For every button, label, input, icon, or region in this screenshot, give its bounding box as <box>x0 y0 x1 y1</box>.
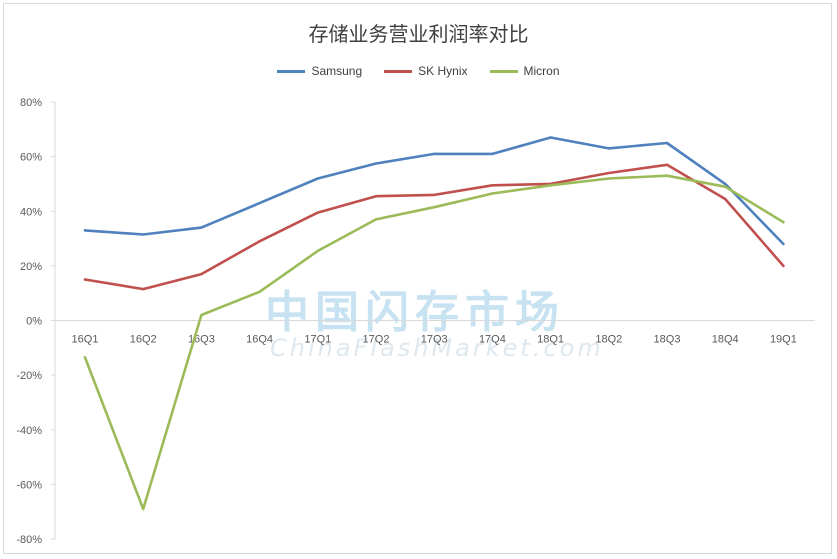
legend-item-micron: Micron <box>489 64 560 78</box>
data-point-micron <box>83 356 87 359</box>
legend-label-micron: Micron <box>523 64 560 78</box>
data-point-sk-hynix <box>316 211 319 214</box>
y-tick-label: -40% <box>16 425 42 437</box>
x-tick-label: 18Q3 <box>654 334 681 346</box>
x-tick-label: 17Q3 <box>421 334 448 346</box>
x-tick-label: 17Q1 <box>304 334 331 346</box>
x-tick-label: 18Q2 <box>595 334 622 346</box>
data-point-sk-hynix <box>607 171 610 175</box>
legend-item-samsung: Samsung <box>277 64 362 78</box>
x-tick-label: 19Q1 <box>770 334 797 346</box>
y-tick-label: -60% <box>16 479 42 491</box>
chart-legend: Samsung SK Hynix Micron <box>0 64 837 78</box>
y-tick-label: 20% <box>20 261 42 273</box>
data-point-micron <box>258 290 261 294</box>
data-point-samsung <box>607 147 610 150</box>
data-point-sk-hynix <box>142 287 145 291</box>
data-point-samsung <box>665 141 669 145</box>
y-tick-label: 40% <box>20 206 42 218</box>
y-tick-label: -80% <box>16 534 42 546</box>
legend-item-sk-hynix: SK Hynix <box>384 64 468 78</box>
data-point-micron <box>724 185 727 188</box>
y-tick-label: 80% <box>20 97 42 109</box>
data-point-sk-hynix <box>491 184 494 187</box>
data-point-sk-hynix <box>258 240 261 243</box>
x-tick-label: 16Q4 <box>246 334 273 346</box>
legend-swatch-micron <box>489 69 518 73</box>
data-point-samsung <box>433 152 436 156</box>
data-point-micron <box>374 218 378 221</box>
x-tick-label: 17Q2 <box>363 334 390 346</box>
data-point-sk-hynix <box>665 163 669 167</box>
data-point-samsung <box>724 182 727 186</box>
x-tick-label: 16Q1 <box>72 334 99 346</box>
data-point-samsung <box>549 136 552 139</box>
chart-frame <box>3 3 832 554</box>
data-point-samsung <box>374 162 378 165</box>
data-point-micron <box>782 220 785 224</box>
data-point-sk-hynix <box>782 264 785 268</box>
x-tick-label: 16Q2 <box>130 334 157 346</box>
data-point-micron <box>665 174 669 177</box>
data-point-samsung <box>782 242 785 246</box>
data-point-micron <box>607 177 610 180</box>
data-point-samsung <box>258 201 261 205</box>
legend-swatch-sk-hynix <box>384 69 413 73</box>
data-point-samsung <box>200 226 203 229</box>
data-point-samsung <box>316 177 319 180</box>
x-tick-label: 17Q4 <box>479 334 506 346</box>
data-point-micron <box>142 507 145 511</box>
x-tick-label: 18Q1 <box>537 334 564 346</box>
legend-label-sk-hynix: SK Hynix <box>418 64 468 78</box>
data-point-micron <box>433 205 436 209</box>
data-point-sk-hynix <box>433 193 436 197</box>
data-point-samsung <box>491 152 494 156</box>
data-point-micron <box>549 184 552 187</box>
data-point-sk-hynix <box>374 195 378 198</box>
data-point-sk-hynix <box>83 278 87 281</box>
legend-swatch-samsung <box>277 69 306 73</box>
y-tick-label: -20% <box>16 370 42 382</box>
data-point-samsung <box>142 233 145 236</box>
data-point-micron <box>200 313 203 317</box>
data-point-sk-hynix <box>200 272 203 276</box>
data-point-micron <box>491 192 494 195</box>
y-tick-label: 0% <box>26 316 42 328</box>
chart-title: 存储业务营业利润率对比 <box>308 22 529 46</box>
y-tick-label: 60% <box>20 152 42 164</box>
data-point-samsung <box>83 229 87 232</box>
legend-label-samsung: Samsung <box>311 64 363 78</box>
data-point-sk-hynix <box>724 197 727 201</box>
series-line-sk-hynix <box>83 163 785 291</box>
x-tick-label: 18Q4 <box>712 334 739 346</box>
data-point-micron <box>316 249 319 253</box>
